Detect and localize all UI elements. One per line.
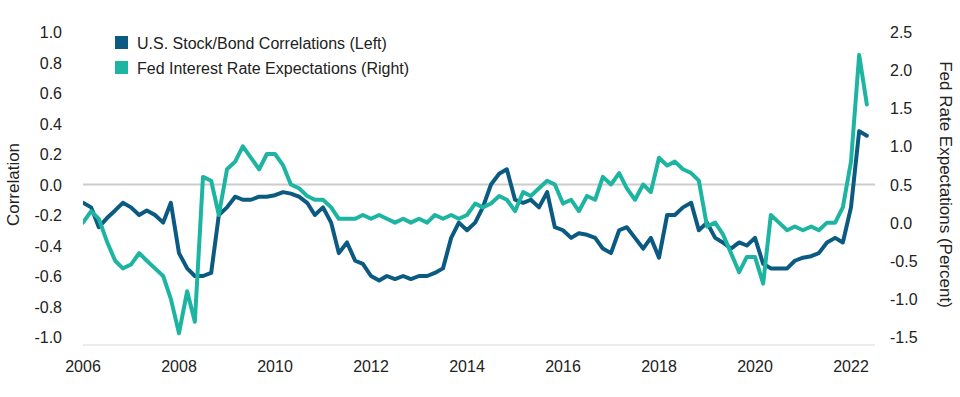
series-line [83, 55, 867, 333]
y2-tick-label: 1.5 [890, 100, 912, 117]
y2-tick-label: 2.0 [890, 62, 912, 79]
y2-tick-label: 2.5 [890, 24, 912, 41]
legend: U.S. Stock/Bond Correlations (Left) Fed I… [115, 35, 409, 77]
y2-tick-label: 0.5 [890, 177, 912, 194]
y2-tick-label: -1.5 [890, 329, 918, 346]
legend-label: U.S. Stock/Bond Correlations (Left) [137, 35, 387, 52]
plot-area [83, 55, 867, 333]
x-tick-label: 2014 [449, 358, 485, 375]
y-axis-title: Correlation [4, 143, 23, 226]
y2-tick-label: 1.0 [890, 138, 912, 155]
chart: 1.0 0.8 0.6 0.4 0.2 0.0 -0.2 -0.4 -0.6 -0.8 -1.0 2.… [0, 0, 960, 397]
x-tick-label: 2010 [257, 358, 293, 375]
y2-axis-title: Fed Rate Expectations (Percent) [936, 61, 955, 308]
x-tick-label: 2008 [161, 358, 197, 375]
x-tick-label: 2016 [545, 358, 581, 375]
y-tick-label: -0.2 [34, 207, 62, 224]
x-tick-label: 2012 [353, 358, 389, 375]
y-tick-label: -0.8 [34, 299, 62, 316]
y2-tick-label: -1.0 [890, 291, 918, 308]
y2-tick-label: 0.0 [890, 215, 912, 232]
y-tick-label: -0.6 [34, 268, 62, 285]
y-tick-label: 0.4 [40, 116, 62, 133]
x-tick-label: 2018 [641, 358, 677, 375]
legend-swatch [115, 61, 128, 74]
y2-tick-label: -0.5 [890, 253, 918, 270]
x-tick-label: 2022 [833, 358, 869, 375]
x-tick-label: 2020 [737, 358, 773, 375]
y-tick-label: 1.0 [40, 24, 62, 41]
y-tick-label: 0.2 [40, 146, 62, 163]
x-axis-line [83, 345, 875, 346]
y-tick-label: 0.6 [40, 85, 62, 102]
x-tick-label: 2006 [65, 358, 101, 375]
y-tick-label: 0.8 [40, 55, 62, 72]
legend-swatch [115, 36, 128, 49]
y-tick-label: -0.4 [34, 238, 62, 255]
y-tick-label: 0.0 [40, 177, 62, 194]
y-tick-label: -1.0 [34, 329, 62, 346]
legend-label: Fed Interest Rate Expectations (Right) [137, 60, 409, 77]
